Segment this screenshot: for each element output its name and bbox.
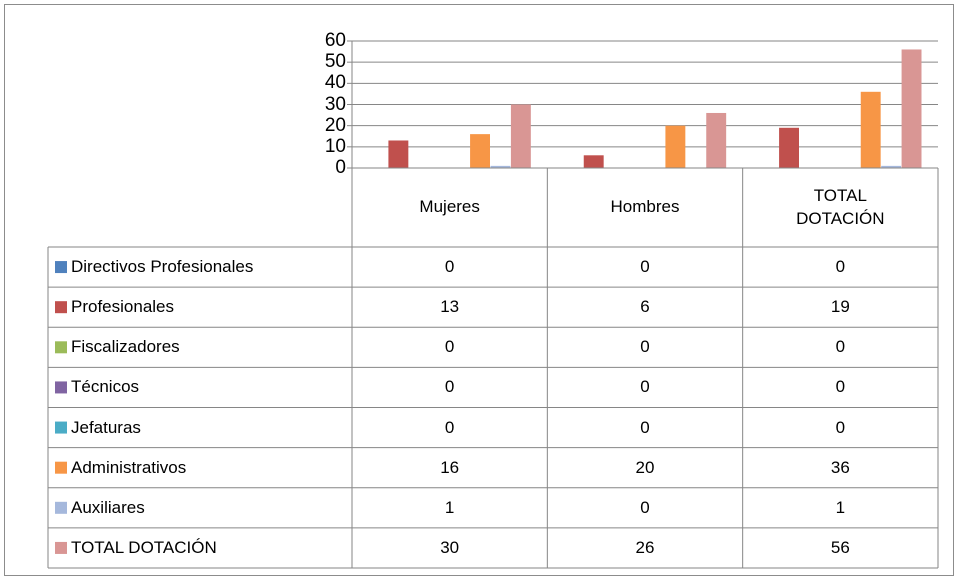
bar [470, 134, 490, 168]
table-value: 26 [635, 537, 655, 557]
table-value: 36 [830, 457, 850, 477]
bar [583, 155, 604, 168]
table-value: 0 [835, 377, 846, 397]
legend-label: Administrativos [71, 457, 187, 477]
y-tick-label: 30 [324, 93, 346, 115]
table-value: 16 [440, 457, 460, 477]
legend-key [55, 341, 67, 354]
legend-key [55, 381, 67, 394]
bar [665, 125, 686, 168]
bar [706, 112, 727, 168]
x-tick-label: Mujeres [352, 168, 547, 247]
x-tick-label: TOTAL DOTACIÓN [743, 168, 938, 247]
y-tick-label: 0 [335, 157, 346, 178]
y-tick-label: 10 [324, 135, 346, 157]
table-value: 1 [835, 497, 846, 517]
table-value: 0 [835, 417, 846, 437]
table-value: 30 [440, 537, 460, 557]
table-value: 0 [640, 497, 650, 517]
legend-key [55, 301, 67, 314]
bar [490, 165, 511, 168]
legend-key [55, 541, 67, 554]
table-value: 0 [640, 417, 650, 437]
x-tick-label-text: Mujeres [419, 197, 480, 217]
table-value: 6 [640, 297, 650, 317]
table-value: 0 [444, 257, 455, 277]
y-tick-label: 60 [324, 30, 346, 51]
table-value: 0 [640, 257, 650, 277]
bar [388, 140, 409, 168]
table-value: 56 [830, 537, 850, 557]
x-tick-label-text: Hombres [610, 197, 680, 217]
table-value: 0 [835, 257, 846, 277]
table-value: 0 [835, 337, 846, 357]
table-value: 1 [444, 497, 455, 517]
table-value: 0 [444, 337, 455, 357]
legend-label: Fiscalizadores [71, 337, 180, 357]
bar [901, 49, 922, 168]
table-value: 0 [640, 337, 650, 357]
legend-label: TOTAL DOTACIÓN [71, 537, 217, 557]
table-value: 20 [635, 457, 655, 477]
bar [510, 104, 531, 168]
y-tick-label: 20 [324, 114, 346, 136]
legend-key [55, 261, 67, 274]
legend-key [55, 461, 67, 474]
y-tick-label: 40 [324, 72, 346, 94]
x-tick-label-text: TOTAL DOTACIÓN [796, 185, 885, 228]
legend-label: Profesionales [71, 297, 175, 317]
legend-key [55, 421, 67, 434]
legend-label: Jefaturas [71, 417, 141, 437]
x-tick-label: Hombres [547, 168, 742, 247]
table-value: 0 [444, 377, 455, 397]
legend-key [55, 501, 67, 514]
bar [860, 91, 881, 168]
table-value: 13 [440, 297, 460, 317]
y-tick-label: 50 [324, 51, 346, 73]
table-value: 0 [444, 417, 455, 437]
legend-label: Auxiliares [71, 497, 145, 517]
legend-label: Técnicos [71, 377, 140, 397]
legend-label: Directivos Profesionales [71, 257, 254, 277]
table-value: 0 [640, 377, 650, 397]
chart-border [4, 4, 954, 576]
bar [881, 165, 902, 168]
bar [779, 127, 799, 168]
table-value: 19 [830, 297, 850, 317]
